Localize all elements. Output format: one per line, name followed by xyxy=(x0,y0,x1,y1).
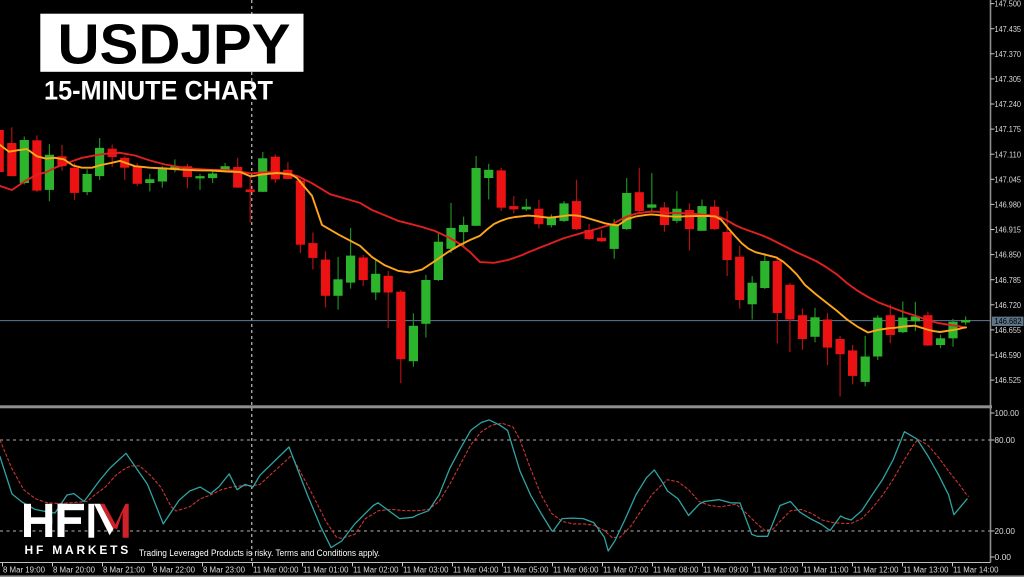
svg-text:11 Mar 02:00: 11 Mar 02:00 xyxy=(353,564,399,574)
svg-text:11 Mar 03:00: 11 Mar 03:00 xyxy=(403,564,449,574)
svg-text:147.240: 147.240 xyxy=(995,99,1022,109)
svg-text:11 Mar 11:00: 11 Mar 11:00 xyxy=(803,564,849,574)
svg-text:146.682: 146.682 xyxy=(995,316,1022,326)
svg-text:8 Mar 20:00: 8 Mar 20:00 xyxy=(53,564,95,574)
svg-text:11 Mar 12:00: 11 Mar 12:00 xyxy=(853,564,899,574)
svg-text:0.00: 0.00 xyxy=(995,552,1012,562)
svg-text:8 Mar 23:00: 8 Mar 23:00 xyxy=(203,564,245,574)
svg-text:147.500: 147.500 xyxy=(995,0,1022,9)
svg-text:15-MINUTE CHART: 15-MINUTE CHART xyxy=(44,76,273,106)
svg-text:11 Mar 01:00: 11 Mar 01:00 xyxy=(303,564,349,574)
svg-text:8 Mar 22:00: 8 Mar 22:00 xyxy=(153,564,195,574)
svg-text:147.045: 147.045 xyxy=(995,174,1022,184)
svg-text:146.655: 146.655 xyxy=(995,325,1022,335)
svg-text:147.305: 147.305 xyxy=(995,74,1022,84)
svg-text:11 Mar 06:00: 11 Mar 06:00 xyxy=(553,564,599,574)
svg-text:11 Mar 10:00: 11 Mar 10:00 xyxy=(753,564,799,574)
svg-text:11 Mar 07:00: 11 Mar 07:00 xyxy=(603,564,649,574)
svg-text:147.110: 147.110 xyxy=(995,149,1022,159)
svg-text:146.980: 146.980 xyxy=(995,200,1022,210)
svg-text:11 Mar 14:00: 11 Mar 14:00 xyxy=(953,564,999,574)
svg-text:11 Mar 05:00: 11 Mar 05:00 xyxy=(503,564,549,574)
svg-text:80.00: 80.00 xyxy=(995,435,1016,445)
svg-text:146.525: 146.525 xyxy=(995,375,1022,385)
svg-text:146.590: 146.590 xyxy=(995,350,1022,360)
svg-text:147.175: 147.175 xyxy=(995,124,1022,134)
svg-text:USDJPY: USDJPY xyxy=(58,13,291,77)
svg-text:146.915: 146.915 xyxy=(995,225,1022,235)
svg-text:11 Mar 04:00: 11 Mar 04:00 xyxy=(453,564,499,574)
svg-text:146.850: 146.850 xyxy=(995,250,1022,260)
svg-text:147.370: 147.370 xyxy=(995,49,1022,59)
svg-text:8 Mar 21:00: 8 Mar 21:00 xyxy=(103,564,145,574)
svg-text:146.785: 146.785 xyxy=(995,275,1022,285)
svg-text:11 Mar 00:00: 11 Mar 00:00 xyxy=(253,564,299,574)
svg-text:11 Mar 13:00: 11 Mar 13:00 xyxy=(903,564,949,574)
svg-text:100.00: 100.00 xyxy=(995,408,1020,418)
svg-text:11 Mar 09:00: 11 Mar 09:00 xyxy=(703,564,749,574)
svg-text:20.00: 20.00 xyxy=(995,526,1016,536)
svg-text:HF MARKETS: HF MARKETS xyxy=(25,543,132,557)
svg-text:147.435: 147.435 xyxy=(995,24,1022,34)
svg-text:8 Mar 19:00: 8 Mar 19:00 xyxy=(3,564,45,574)
svg-text:Trading Leveraged Products is: Trading Leveraged Products is risky. Ter… xyxy=(139,548,380,559)
svg-text:11 Mar 08:00: 11 Mar 08:00 xyxy=(653,564,699,574)
svg-text:146.720: 146.720 xyxy=(995,300,1022,310)
